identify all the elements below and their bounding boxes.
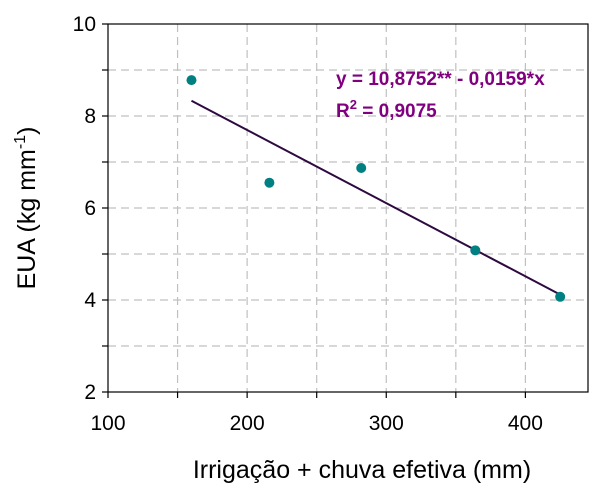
data-points [186, 75, 566, 302]
y-axis-title-main: EUA (kg mm [13, 149, 41, 289]
r-squared-label: R2 = 0,9075 [336, 97, 437, 122]
axis-ticks [102, 23, 526, 398]
data-point [264, 177, 275, 188]
data-point [470, 245, 481, 256]
data-point [555, 291, 566, 302]
tick-labels: 100 200 300 400 2 4 6 8 10 [73, 13, 543, 435]
y-axis-title-superscript: -1 [12, 135, 29, 149]
x-tick-label: 100 [90, 412, 125, 435]
x-tick-label: 300 [369, 412, 404, 435]
y-axis-title: EUA (kg mm-1) [12, 127, 41, 290]
r2-prefix: R [336, 101, 350, 122]
r2-value: = 0,9075 [357, 101, 437, 122]
y-tick-label: 2 [84, 381, 96, 404]
x-tick-label: 200 [230, 412, 265, 435]
data-point [356, 162, 367, 173]
regression-equation: y = 10,8752** - 0,0159*x [336, 69, 545, 90]
regression-line [191, 99, 561, 296]
grid-lines [108, 24, 588, 392]
y-tick-label: 4 [84, 289, 96, 312]
y-tick-label: 8 [84, 105, 96, 128]
data-point [186, 75, 197, 86]
x-axis-title: Irrigação + chuva efetiva (mm) [193, 456, 531, 484]
y-tick-label: 10 [73, 13, 96, 36]
y-axis-title-end: ) [13, 127, 41, 135]
r2-superscript: 2 [350, 97, 357, 112]
x-tick-label: 400 [508, 412, 543, 435]
y-tick-label: 6 [84, 197, 96, 220]
